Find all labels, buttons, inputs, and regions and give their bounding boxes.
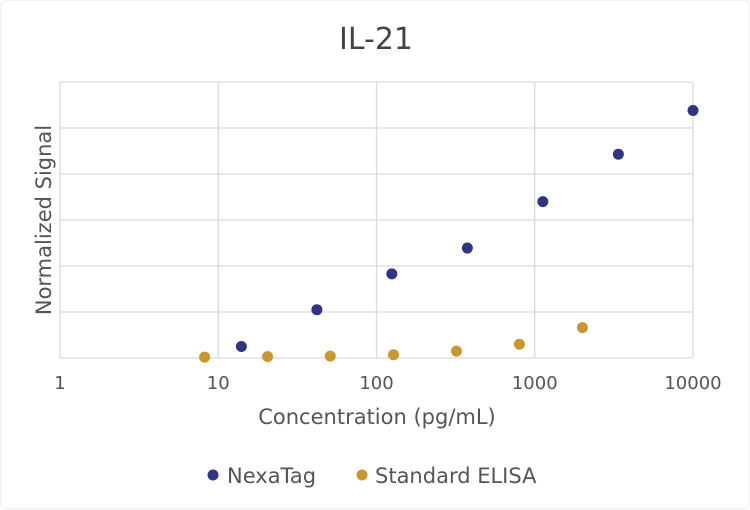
data-point-nexatag bbox=[386, 268, 398, 280]
data-point-nexatag bbox=[461, 242, 473, 254]
legend-label: Standard ELISA bbox=[375, 464, 537, 488]
x-tick-label: 1 bbox=[54, 373, 65, 394]
legend-marker bbox=[207, 469, 219, 481]
x-axis-ticks: 1 10 100 1000 10000 bbox=[54, 373, 721, 394]
data-point-standard-elisa bbox=[576, 322, 588, 334]
chart-title: IL-21 bbox=[339, 22, 413, 57]
x-tick-label: 10000 bbox=[664, 373, 721, 394]
x-tick-label: 100 bbox=[359, 373, 393, 394]
data-point-standard-elisa bbox=[324, 350, 336, 362]
data-point-nexatag bbox=[687, 105, 699, 117]
x-tick-label: 1000 bbox=[512, 373, 558, 394]
legend-label: NexaTag bbox=[227, 464, 316, 488]
legend: NexaTag Standard ELISA bbox=[207, 464, 537, 488]
data-point-standard-elisa bbox=[513, 338, 525, 350]
x-axis-title: Concentration (pg/mL) bbox=[258, 405, 496, 429]
data-point-nexatag bbox=[612, 148, 624, 160]
x-tick-label: 10 bbox=[207, 373, 230, 394]
grid bbox=[59, 81, 694, 359]
data-point-nexatag bbox=[537, 196, 549, 208]
data-point-standard-elisa bbox=[450, 345, 462, 357]
data-point-standard-elisa bbox=[387, 349, 399, 361]
data-point-standard-elisa bbox=[199, 351, 211, 363]
data-point-nexatag bbox=[235, 341, 247, 352]
data-points bbox=[199, 105, 699, 363]
data-point-nexatag bbox=[311, 304, 323, 316]
legend-marker bbox=[356, 469, 368, 481]
y-axis-title: Normalized Signal bbox=[32, 125, 56, 315]
data-point-standard-elisa bbox=[262, 351, 274, 363]
